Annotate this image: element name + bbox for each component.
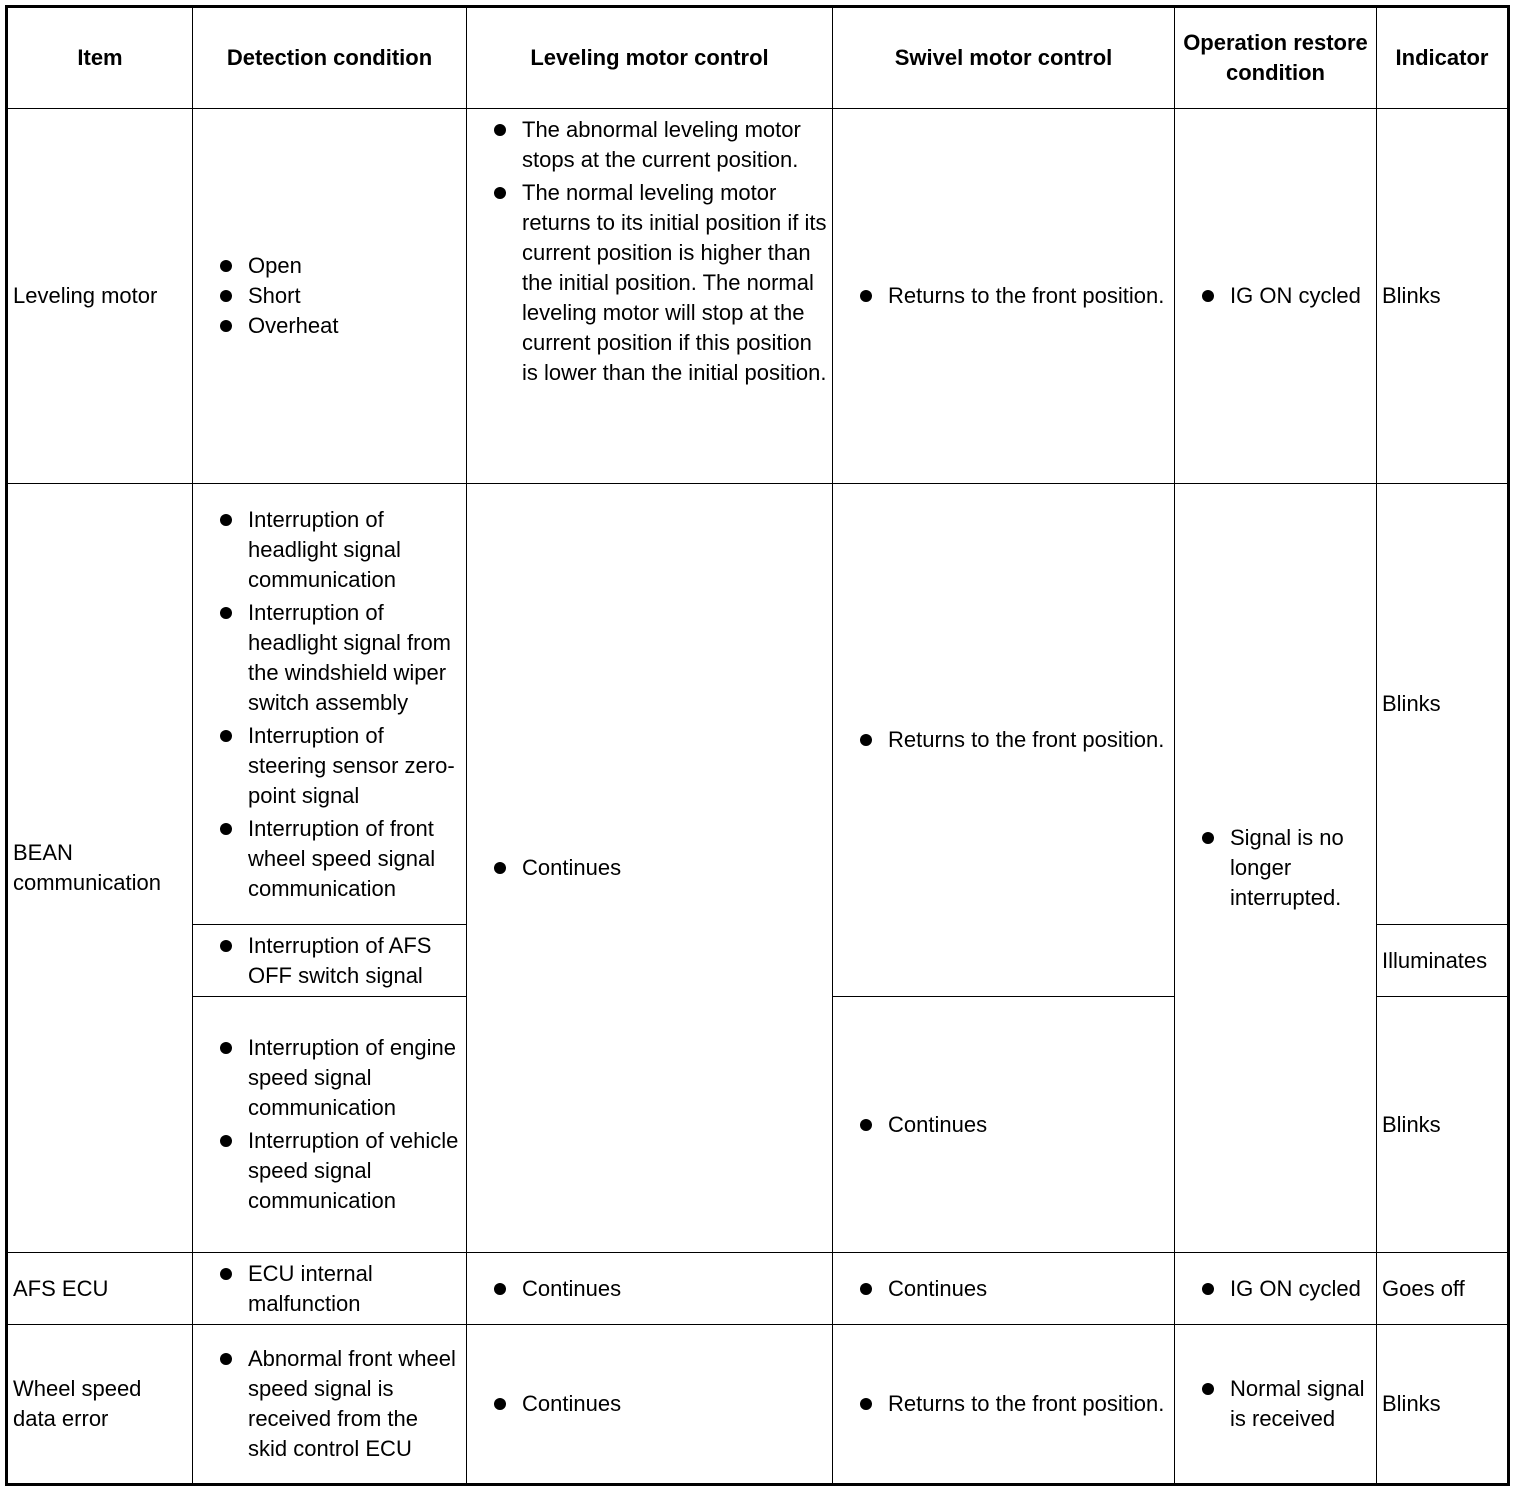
list-item: Continues [838, 1110, 1169, 1140]
restore-cell: Normal signal is received [1174, 1324, 1377, 1485]
leveling-cell: Continues [466, 1324, 833, 1485]
detection-cell: Interruption of engine speed signal comm… [192, 996, 467, 1253]
list-item: ECU internal malfunction [198, 1259, 461, 1319]
list-item: Interruption of headlight signal communi… [198, 505, 461, 595]
fail-safe-table: Item Detection condition Leveling motor … [5, 5, 1510, 1486]
list-item: Continues [472, 853, 827, 883]
table-row-leveling-motor: Leveling motor Open Short Overheat The a… [6, 108, 1509, 484]
list-item: Signal is no longer interrupted. [1180, 823, 1371, 913]
indicator-cell: Goes off [1376, 1252, 1509, 1325]
table-row-bean-speed: Interruption of engine speed signal comm… [7, 996, 1509, 1253]
leveling-cell: The abnormal leveling motor stops at the… [466, 108, 833, 484]
list-item: Interruption of AFS OFF switch signal [198, 931, 461, 991]
list-item: Interruption of headlight signal from th… [198, 598, 461, 718]
list-item: Abnormal front wheel speed signal is rec… [198, 1344, 461, 1464]
list-item: The normal leveling motor returns to its… [472, 178, 827, 388]
item-cell: Wheel speed data error [6, 1324, 193, 1485]
restore-cell: Signal is no longer interrupted. [1174, 483, 1377, 1253]
list-item: IG ON cycled [1180, 1274, 1371, 1304]
header-swivel: Swivel motor control [832, 6, 1175, 109]
list-item: IG ON cycled [1180, 281, 1371, 311]
swivel-cell: Returns to the front position. [832, 108, 1175, 484]
table-row-bean-afs-off: Interruption of AFS OFF switch signal Il… [7, 924, 1509, 997]
list-item: Overheat [198, 311, 461, 341]
item-cell: Leveling motor [6, 108, 193, 484]
detection-cell: Abnormal front wheel speed signal is rec… [192, 1324, 467, 1485]
detection-cell: Interruption of headlight signal communi… [192, 483, 467, 925]
list-item: Interruption of vehicle speed signal com… [198, 1126, 461, 1216]
list-item: Short [198, 281, 461, 311]
list-item: Interruption of steering sensor zero-poi… [198, 721, 461, 811]
leveling-cell: Continues [466, 1252, 833, 1325]
indicator-cell: Blinks [1376, 996, 1509, 1253]
indicator-cell: Blinks [1376, 108, 1509, 484]
item-cell: AFS ECU [6, 1252, 193, 1325]
swivel-cell: Returns to the front position. [832, 1324, 1175, 1485]
restore-cell: IG ON cycled [1174, 108, 1377, 484]
header-leveling: Leveling motor control [466, 6, 833, 109]
detection-cell: ECU internal malfunction [192, 1252, 467, 1325]
swivel-cell: Returns to the front position. [832, 483, 1175, 997]
list-item: Continues [472, 1389, 827, 1419]
list-item: Open [198, 251, 461, 281]
list-item: Returns to the front position. [838, 281, 1169, 311]
swivel-cell: Continues [832, 1252, 1175, 1325]
header-restore: Operation restore condition [1174, 6, 1377, 109]
header-row: Item Detection condition Leveling motor … [6, 6, 1509, 109]
swivel-cell: Continues [832, 996, 1175, 1253]
list-item: Continues [472, 1274, 827, 1304]
header-item: Item [6, 6, 193, 109]
leveling-cell: Continues [466, 483, 833, 1253]
list-item: Continues [838, 1274, 1169, 1304]
detection-cell: Open Short Overheat [192, 108, 467, 484]
header-indicator: Indicator [1376, 6, 1509, 109]
list-item: Normal signal is received [1180, 1374, 1371, 1434]
indicator-cell: Blinks [1376, 483, 1509, 925]
list-item: Returns to the front position. [838, 725, 1169, 755]
table-row-wheel-speed: Wheel speed data error Abnormal front wh… [6, 1324, 1509, 1485]
table-row-bean: BEAN communication Interruption of headl… [6, 483, 1509, 1253]
header-detection: Detection condition [192, 6, 467, 109]
list-item: Interruption of engine speed signal comm… [198, 1033, 461, 1123]
detection-cell: Interruption of AFS OFF switch signal [192, 924, 467, 997]
item-cell: BEAN communication [6, 483, 193, 1253]
indicator-cell: Blinks [1376, 1324, 1509, 1485]
list-item: Interruption of front wheel speed signal… [198, 814, 461, 904]
restore-cell: IG ON cycled [1174, 1252, 1377, 1325]
list-item: Returns to the front position. [838, 1389, 1169, 1419]
indicator-cell: Illuminates [1376, 924, 1509, 997]
list-item: The abnormal leveling motor stops at the… [472, 115, 827, 175]
table-row-afs-ecu: AFS ECU ECU internal malfunction Continu… [6, 1252, 1509, 1325]
